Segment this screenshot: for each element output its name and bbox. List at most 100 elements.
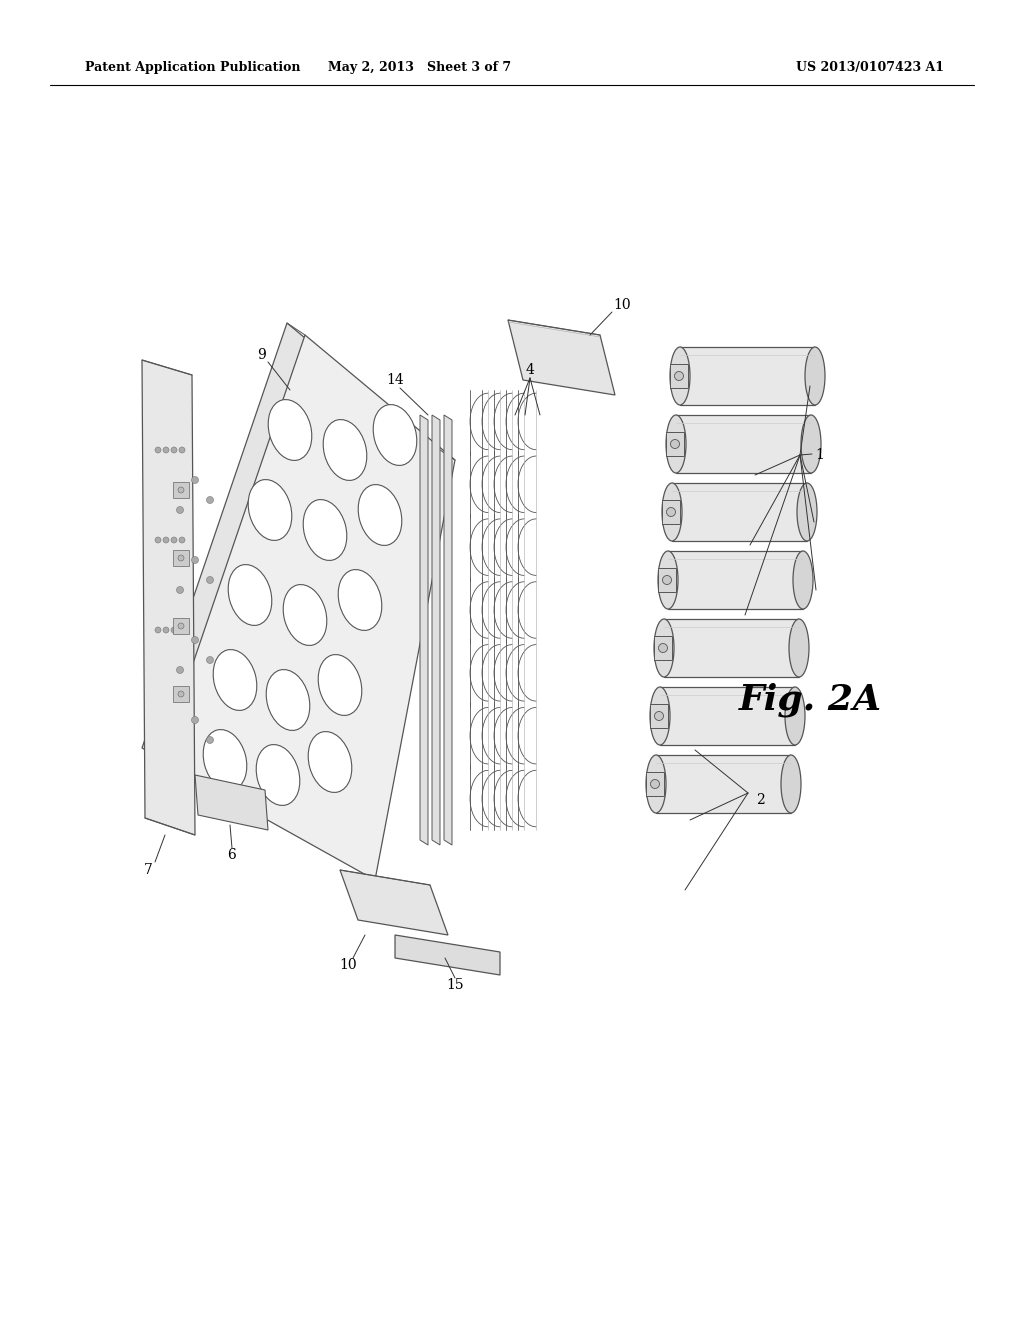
Ellipse shape	[163, 537, 169, 543]
Polygon shape	[670, 364, 688, 388]
Ellipse shape	[666, 414, 686, 473]
Polygon shape	[662, 500, 680, 524]
Polygon shape	[173, 482, 189, 498]
Ellipse shape	[662, 483, 682, 541]
Ellipse shape	[207, 496, 213, 503]
Text: Fig. 2A: Fig. 2A	[738, 682, 882, 717]
Text: 4: 4	[525, 363, 535, 378]
Ellipse shape	[203, 730, 247, 791]
Ellipse shape	[781, 755, 801, 813]
Ellipse shape	[805, 347, 825, 405]
Ellipse shape	[338, 569, 382, 631]
Ellipse shape	[650, 780, 659, 788]
Ellipse shape	[667, 507, 676, 516]
Polygon shape	[676, 414, 811, 473]
Ellipse shape	[303, 499, 347, 561]
Ellipse shape	[228, 565, 271, 626]
Ellipse shape	[191, 636, 199, 644]
Polygon shape	[395, 935, 500, 975]
Polygon shape	[672, 483, 807, 541]
Ellipse shape	[191, 557, 199, 564]
Ellipse shape	[178, 554, 184, 561]
Ellipse shape	[658, 644, 668, 652]
Ellipse shape	[670, 347, 690, 405]
Text: 2: 2	[756, 793, 764, 807]
Ellipse shape	[191, 717, 199, 723]
Ellipse shape	[155, 447, 161, 453]
Text: May 2, 2013   Sheet 3 of 7: May 2, 2013 Sheet 3 of 7	[329, 62, 512, 74]
Ellipse shape	[176, 667, 183, 673]
Polygon shape	[658, 568, 676, 591]
Text: 9: 9	[258, 348, 266, 362]
Ellipse shape	[793, 550, 813, 609]
Ellipse shape	[650, 686, 670, 744]
Polygon shape	[668, 550, 803, 609]
Polygon shape	[660, 686, 795, 744]
Text: US 2013/0107423 A1: US 2013/0107423 A1	[796, 62, 944, 74]
Ellipse shape	[671, 440, 680, 449]
Ellipse shape	[308, 731, 352, 792]
Polygon shape	[666, 432, 684, 455]
Polygon shape	[444, 414, 452, 845]
Text: 10: 10	[339, 958, 356, 972]
Polygon shape	[173, 550, 189, 566]
Polygon shape	[340, 870, 449, 935]
Ellipse shape	[268, 400, 312, 461]
Ellipse shape	[171, 537, 177, 543]
Text: 15: 15	[446, 978, 464, 993]
Ellipse shape	[663, 576, 672, 585]
Ellipse shape	[358, 484, 401, 545]
Ellipse shape	[176, 586, 183, 594]
Ellipse shape	[256, 744, 300, 805]
Ellipse shape	[171, 627, 177, 634]
Polygon shape	[650, 704, 668, 729]
Ellipse shape	[163, 627, 169, 634]
Ellipse shape	[171, 447, 177, 453]
Ellipse shape	[675, 371, 683, 380]
Ellipse shape	[266, 669, 310, 730]
Ellipse shape	[248, 479, 292, 540]
Text: 6: 6	[227, 847, 237, 862]
Polygon shape	[173, 618, 189, 634]
Text: 10: 10	[613, 298, 631, 312]
Ellipse shape	[213, 649, 257, 710]
Ellipse shape	[207, 737, 213, 743]
Text: Patent Application Publication: Patent Application Publication	[85, 62, 300, 74]
Ellipse shape	[163, 447, 169, 453]
Ellipse shape	[785, 686, 805, 744]
Ellipse shape	[155, 627, 161, 634]
Ellipse shape	[179, 627, 185, 634]
Ellipse shape	[178, 690, 184, 697]
Ellipse shape	[179, 537, 185, 543]
Text: 14: 14	[386, 374, 403, 387]
Ellipse shape	[654, 619, 674, 677]
Ellipse shape	[790, 619, 809, 677]
Polygon shape	[664, 619, 799, 677]
Polygon shape	[195, 775, 268, 830]
Polygon shape	[654, 636, 672, 660]
Polygon shape	[173, 686, 189, 702]
Polygon shape	[420, 414, 428, 845]
Polygon shape	[680, 347, 815, 405]
Polygon shape	[656, 755, 791, 813]
Ellipse shape	[178, 487, 184, 492]
Text: 1: 1	[815, 447, 824, 462]
Ellipse shape	[191, 477, 199, 483]
Polygon shape	[142, 360, 195, 836]
Ellipse shape	[801, 414, 821, 473]
Ellipse shape	[284, 585, 327, 645]
Ellipse shape	[324, 420, 367, 480]
Ellipse shape	[207, 577, 213, 583]
Ellipse shape	[654, 711, 664, 721]
Ellipse shape	[658, 550, 678, 609]
Ellipse shape	[155, 537, 161, 543]
Ellipse shape	[176, 507, 183, 513]
Polygon shape	[646, 772, 664, 796]
Ellipse shape	[646, 755, 666, 813]
Polygon shape	[432, 414, 440, 845]
Ellipse shape	[797, 483, 817, 541]
Ellipse shape	[318, 655, 361, 715]
Ellipse shape	[373, 404, 417, 466]
Ellipse shape	[207, 656, 213, 664]
Polygon shape	[142, 323, 437, 869]
